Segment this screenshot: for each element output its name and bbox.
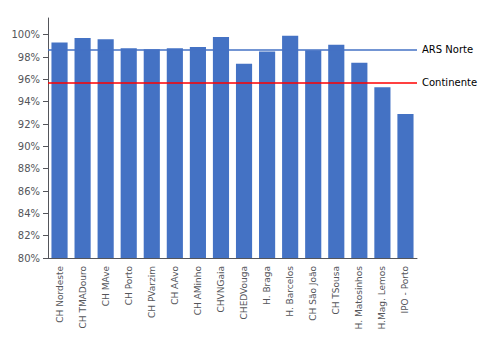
svg-text:CHEDVouga: CHEDVouga xyxy=(239,266,249,319)
svg-text:H. Barcelos: H. Barcelos xyxy=(285,266,295,317)
svg-text:ARS Norte: ARS Norte xyxy=(422,44,473,55)
svg-text:86%: 86% xyxy=(18,186,40,197)
svg-text:96%: 96% xyxy=(18,74,40,85)
svg-text:CH TSousa: CH TSousa xyxy=(331,266,341,315)
svg-text:H.Mag. Lemos: H.Mag. Lemos xyxy=(377,266,387,330)
svg-text:84%: 84% xyxy=(18,208,40,219)
svg-text:H. Braga: H. Braga xyxy=(262,266,272,305)
svg-text:94%: 94% xyxy=(18,96,40,107)
svg-text:CH AMinho: CH AMinho xyxy=(193,266,203,316)
svg-text:CH Nordeste: CH Nordeste xyxy=(55,266,65,323)
svg-text:CH Porto: CH Porto xyxy=(124,266,134,306)
svg-text:CH MAve: CH MAve xyxy=(101,266,111,307)
svg-text:CH PVarzim: CH PVarzim xyxy=(147,266,157,318)
svg-text:88%: 88% xyxy=(18,163,40,174)
svg-text:90%: 90% xyxy=(18,141,40,152)
svg-text:100%: 100% xyxy=(11,29,40,40)
svg-text:CH AAvo: CH AAvo xyxy=(170,266,180,305)
svg-text:Continente: Continente xyxy=(422,77,477,88)
svg-text:92%: 92% xyxy=(18,119,40,130)
svg-text:82%: 82% xyxy=(18,230,40,241)
svg-text:80%: 80% xyxy=(18,253,40,264)
svg-text:CH TMADouro: CH TMADouro xyxy=(78,266,88,329)
svg-text:IPO - Porto: IPO - Porto xyxy=(400,266,410,314)
svg-text:CH São João: CH São João xyxy=(308,266,318,321)
svg-text:98%: 98% xyxy=(18,52,40,63)
svg-text:CHVNGaia: CHVNGaia xyxy=(216,266,226,312)
svg-text:H. Matosinhos: H. Matosinhos xyxy=(354,266,364,330)
